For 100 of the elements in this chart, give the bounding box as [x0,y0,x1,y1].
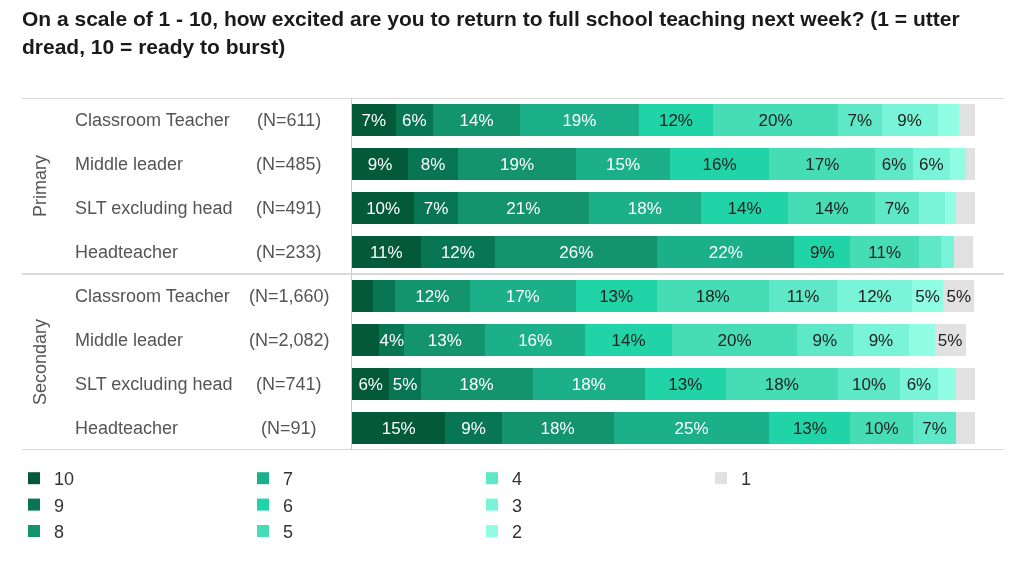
data-label: 14% [459,110,494,130]
bar [881,103,938,137]
data-label: 7% [847,110,873,130]
data-label: 19% [562,110,597,130]
data-label: 9% [461,418,486,438]
data-label: 6% [881,154,907,174]
bar [769,147,876,181]
bar [965,147,975,181]
data-label: 9% [367,154,393,174]
data-label: 6% [402,110,427,130]
bar [837,103,882,137]
bar [769,411,851,445]
data-label: 9% [868,330,894,350]
data-label: 12% [415,286,450,306]
data-label: 6% [906,374,932,394]
bar [875,191,919,225]
bar [372,279,395,313]
bar [669,147,770,181]
data-label: 25% [674,418,709,438]
data-label: 11% [868,242,902,262]
legend-label: 2 [512,522,523,543]
data-label: 14% [611,330,646,350]
data-label: 18% [540,418,575,438]
bar [445,411,502,445]
bar [657,235,795,269]
bar [352,279,373,313]
y-tick-label: Classroom Teacher [75,286,230,306]
data-label: 11% [786,286,820,306]
y2-tick-label: (N=1,660) [249,286,330,306]
y2-tick-label: (N=491) [256,198,322,218]
data-label: 15% [605,154,641,174]
y2-tick-label: (N=741) [256,374,322,394]
bar [352,323,380,357]
bar [532,367,645,401]
y-tick-label: Headteacher [75,418,179,438]
data-label: 13% [792,418,827,438]
data-label: 20% [717,330,752,350]
bar [918,235,942,269]
bar [414,191,458,225]
data-label: 20% [758,110,793,130]
legend-label: 4 [512,469,523,490]
bar [672,323,797,357]
bar [432,103,521,137]
legend-label: 3 [512,495,523,516]
bar [352,235,421,269]
bar [953,235,973,269]
y-tick-label: SLT excluding head [75,198,233,218]
bar [700,191,789,225]
y-tick-label: Classroom Teacher [75,110,230,130]
bar [852,323,909,357]
data-label: 8% [420,154,446,174]
bar [725,367,838,401]
data-label: 4% [379,330,405,350]
bar [575,279,657,313]
bar [956,367,975,401]
bar [485,323,585,357]
y2-tick-label: (N=91) [261,418,317,438]
legend-label: 10 [54,469,75,490]
bar [469,279,576,313]
bar [457,147,577,181]
data-label: 9% [897,110,922,130]
bar [713,103,838,137]
data-label: 6% [919,154,944,174]
data-label: 10% [864,418,899,438]
legend-label: 7 [283,469,294,490]
bar [420,235,496,269]
bar [959,103,975,137]
bar [638,103,714,137]
bar [945,191,957,225]
data-label: 12% [440,242,475,262]
data-label: 13% [427,330,462,350]
data-label: 21% [506,198,541,218]
bar [768,279,838,313]
data-label: 7% [361,110,387,130]
text: Secondary [30,318,50,405]
data-label: 19% [500,154,535,174]
data-label: 22% [708,242,743,262]
bar [520,103,639,137]
bar [576,147,670,181]
data-label: 5% [946,286,972,306]
bar [352,103,396,137]
y2-tick-label: (N=611) [257,110,322,130]
bar [352,411,446,445]
bar [918,191,946,225]
data-label: 18% [764,374,799,394]
data-label: 15% [381,418,416,438]
bar [394,279,470,313]
data-label: 5% [392,374,418,394]
bar [850,235,919,269]
bar [950,147,966,181]
y-tick-label: SLT excluding head [75,374,233,394]
bar [796,323,853,357]
bar [656,279,769,313]
bar [404,323,486,357]
bar [788,191,876,225]
legend-label: 1 [741,469,752,490]
data-label: 17% [805,154,840,174]
legend-label: 6 [283,495,294,516]
bar [457,191,589,225]
data-label: 5% [915,286,940,306]
